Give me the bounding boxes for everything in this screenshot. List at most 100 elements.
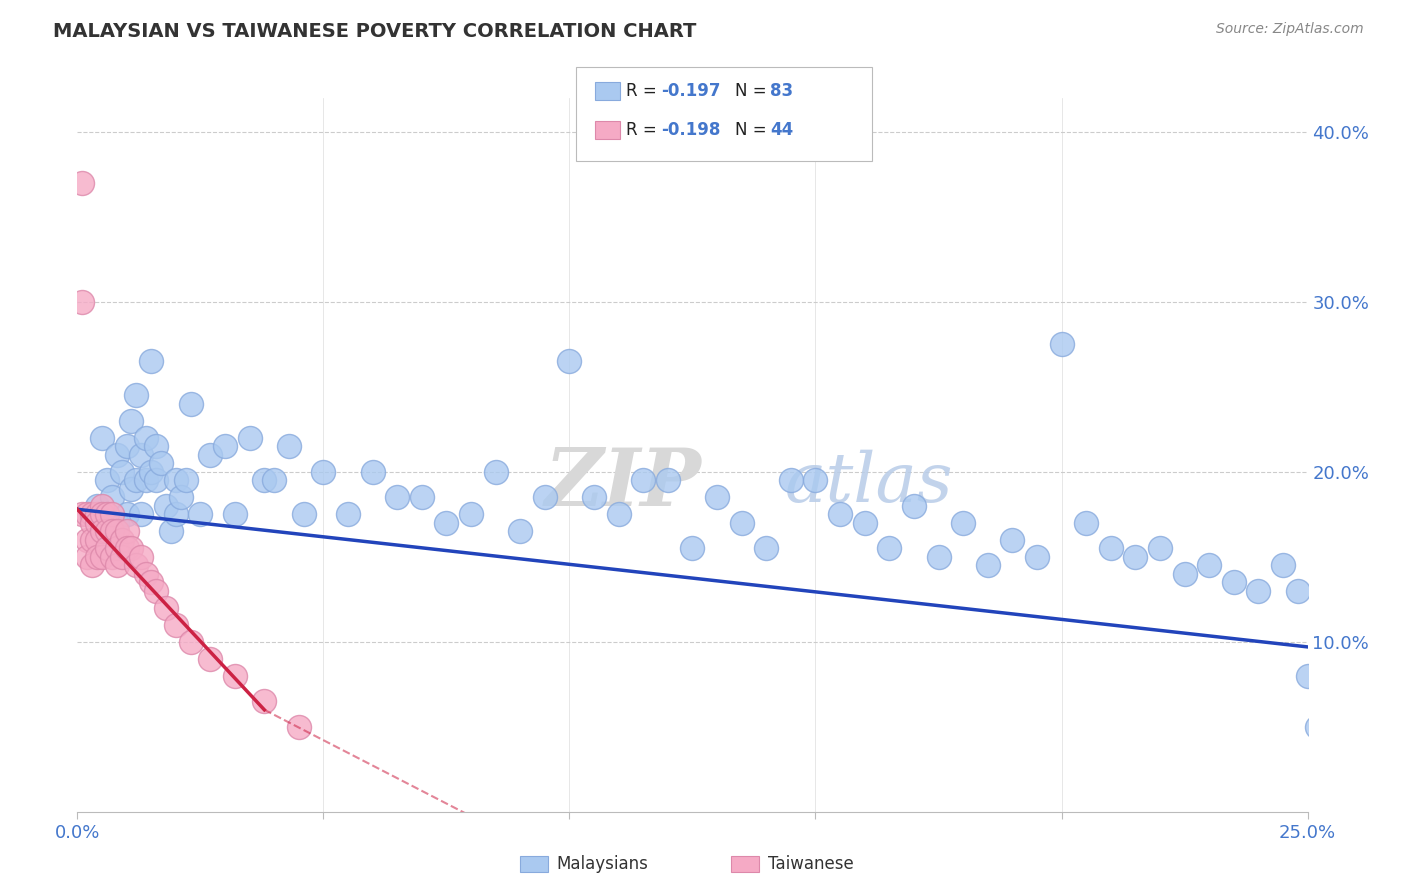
- Point: [96, 508, 118, 522]
- Point: [657, 474, 679, 488]
- Point: [1076, 516, 1098, 530]
- Point: [145, 474, 167, 488]
- Text: 83: 83: [770, 82, 793, 100]
- Point: [141, 354, 163, 368]
- Point: [86, 508, 108, 522]
- Point: [952, 516, 974, 530]
- Point: [111, 533, 132, 547]
- Point: [180, 635, 202, 649]
- Point: [682, 541, 704, 556]
- Point: [105, 541, 128, 556]
- Point: [105, 558, 128, 573]
- Text: MALAYSIAN VS TAIWANESE POVERTY CORRELATION CHART: MALAYSIAN VS TAIWANESE POVERTY CORRELATI…: [53, 22, 697, 41]
- Point: [86, 499, 108, 513]
- Point: [731, 516, 754, 530]
- Point: [903, 499, 925, 513]
- Point: [879, 541, 901, 556]
- Text: -0.198: -0.198: [661, 121, 720, 139]
- Point: [1198, 558, 1220, 573]
- Point: [1247, 583, 1270, 598]
- Text: atlas: atlas: [785, 450, 953, 516]
- Point: [90, 524, 114, 539]
- Point: [155, 600, 177, 615]
- Point: [101, 549, 124, 564]
- Point: [387, 491, 409, 505]
- Point: [200, 652, 222, 666]
- Point: [101, 524, 124, 539]
- Point: [239, 431, 262, 445]
- Point: [101, 508, 124, 522]
- Point: [90, 499, 114, 513]
- Point: [165, 508, 187, 522]
- Point: [96, 474, 118, 488]
- Point: [90, 431, 114, 445]
- Point: [1296, 669, 1319, 683]
- Point: [534, 491, 557, 505]
- Point: [76, 549, 98, 564]
- Point: [121, 482, 143, 496]
- Text: -0.197: -0.197: [661, 82, 720, 100]
- Point: [150, 457, 173, 471]
- Point: [111, 465, 132, 479]
- Point: [135, 431, 157, 445]
- Point: [90, 549, 114, 564]
- Text: R =: R =: [626, 82, 657, 100]
- Point: [263, 474, 285, 488]
- Point: [105, 524, 128, 539]
- Point: [82, 516, 104, 530]
- Point: [70, 176, 93, 190]
- Text: 44: 44: [770, 121, 794, 139]
- Point: [253, 694, 276, 708]
- Text: R =: R =: [626, 121, 657, 139]
- Point: [1174, 566, 1197, 581]
- Point: [853, 516, 876, 530]
- Text: Source: ZipAtlas.com: Source: ZipAtlas.com: [1216, 22, 1364, 37]
- Point: [125, 388, 148, 402]
- Point: [96, 524, 118, 539]
- Point: [86, 533, 108, 547]
- Point: [1272, 558, 1295, 573]
- Point: [145, 439, 167, 453]
- Point: [70, 508, 93, 522]
- Point: [1286, 583, 1309, 598]
- Point: [121, 541, 143, 556]
- Point: [115, 508, 138, 522]
- Point: [928, 549, 950, 564]
- Point: [76, 508, 98, 522]
- Point: [131, 448, 153, 462]
- Point: [70, 295, 93, 310]
- Point: [86, 516, 108, 530]
- Point: [174, 474, 197, 488]
- Point: [706, 491, 728, 505]
- Point: [82, 558, 104, 573]
- Point: [96, 541, 118, 556]
- Point: [121, 414, 143, 428]
- Point: [105, 516, 128, 530]
- Point: [101, 491, 124, 505]
- Point: [977, 558, 1000, 573]
- Point: [1149, 541, 1171, 556]
- Point: [180, 397, 202, 411]
- Text: N =: N =: [735, 121, 766, 139]
- Point: [200, 448, 222, 462]
- Point: [82, 508, 104, 522]
- Point: [1223, 575, 1246, 590]
- Point: [583, 491, 606, 505]
- Point: [224, 669, 246, 683]
- Point: [214, 439, 236, 453]
- Point: [101, 524, 124, 539]
- Point: [1099, 541, 1122, 556]
- Point: [155, 499, 177, 513]
- Point: [141, 575, 163, 590]
- Point: [135, 474, 157, 488]
- Point: [135, 566, 157, 581]
- Point: [558, 354, 581, 368]
- Point: [115, 439, 138, 453]
- Point: [115, 541, 138, 556]
- Point: [82, 533, 104, 547]
- Point: [160, 524, 183, 539]
- Point: [145, 583, 167, 598]
- Point: [804, 474, 827, 488]
- Text: Malaysians: Malaysians: [557, 855, 648, 873]
- Point: [485, 465, 508, 479]
